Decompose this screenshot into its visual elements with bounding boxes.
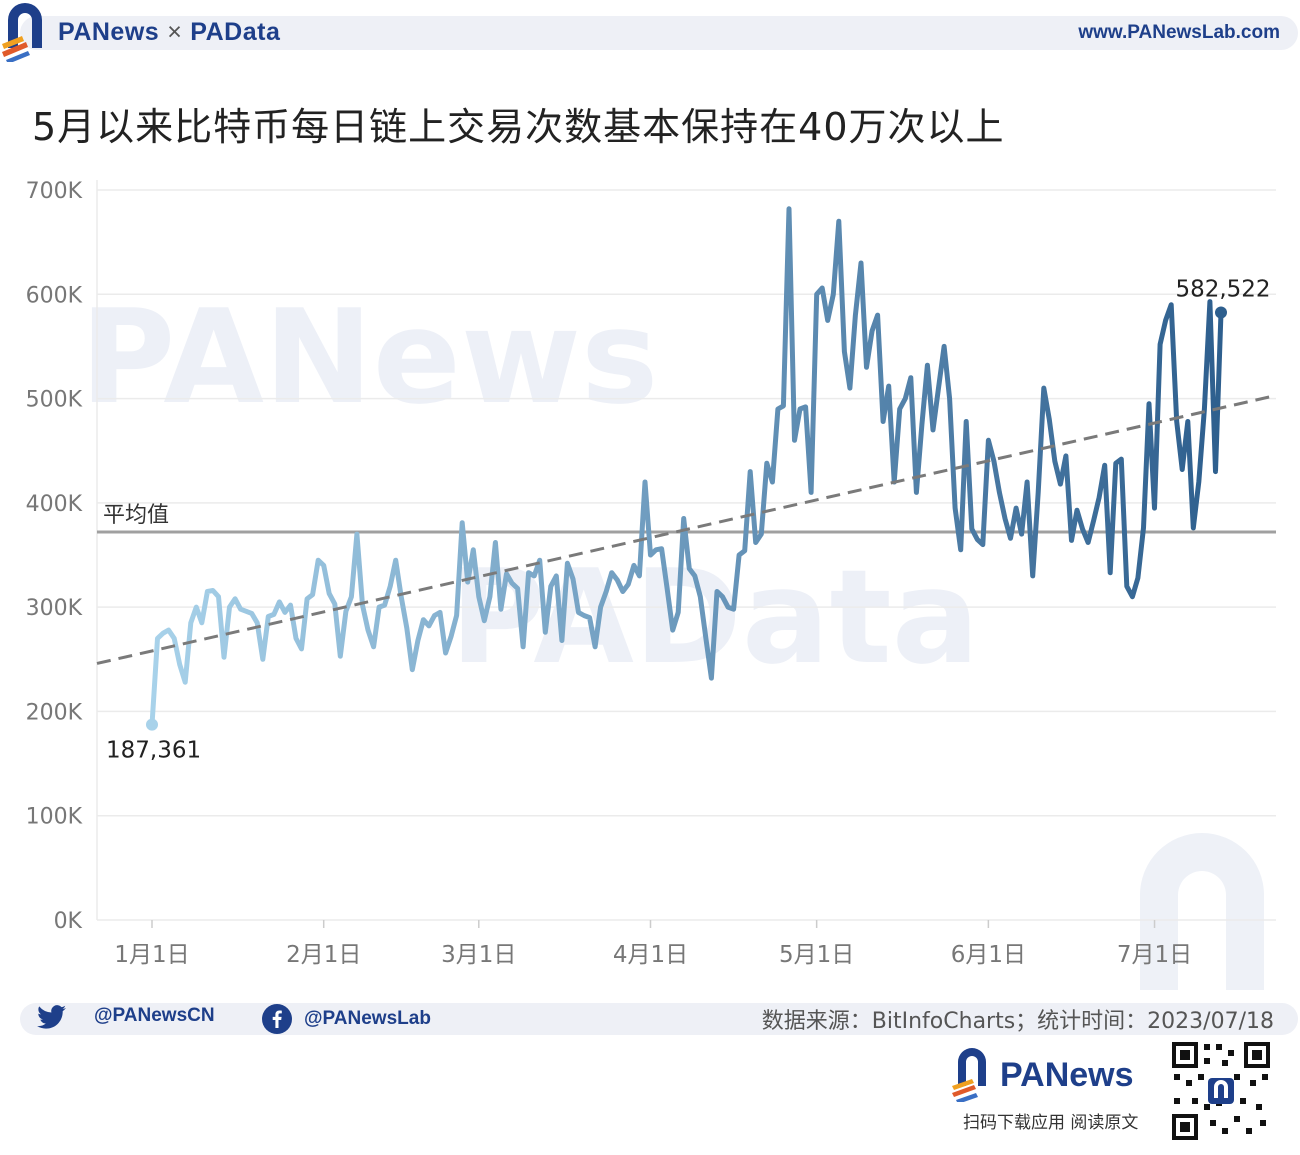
facebook-handle[interactable]: @PANewsLab (304, 1008, 431, 1029)
qr-code-icon[interactable] (1170, 1040, 1272, 1142)
start-point (146, 718, 158, 731)
y-tick-label: 400K (26, 492, 83, 517)
header-band (20, 16, 1298, 50)
average-label: 平均值 (103, 503, 169, 528)
brand-separator: × (167, 18, 183, 46)
end-value-label: 582,522 (1175, 277, 1270, 303)
y-tick-label: 600K (26, 283, 83, 308)
brand-padata: PAData (190, 18, 281, 46)
watermark-logo-icon (1140, 833, 1264, 990)
twitter-icon[interactable] (36, 1004, 68, 1032)
y-tick-label: 300K (26, 596, 83, 621)
header-bar: PANews × PAData www.PANewsLab.com (0, 0, 1300, 62)
line-chart: PANews PAData 0K100K200K300K400K500K600K… (26, 179, 1277, 990)
facebook-icon[interactable] (262, 1004, 292, 1034)
chart-title: 5月以来比特币每日链上交易次数基本保持在40万次以上 (32, 105, 1005, 149)
header-brand: PANews × PAData (58, 18, 280, 47)
footer-band (20, 1003, 1298, 1035)
website-link[interactable]: www.PANewsLab.com (1078, 22, 1280, 43)
start-value-label: 187,361 (106, 738, 201, 764)
y-tick-label: 0K (54, 909, 83, 934)
x-tick-label: 4月1日 (613, 942, 688, 968)
download-caption: 扫码下载应用 阅读原文 (963, 1113, 1139, 1133)
trend-line (96, 393, 1277, 665)
y-tick-label: 100K (26, 805, 83, 830)
y-axis: 0K 100K 200K 300K 400K 500K 600K 700K (26, 179, 83, 934)
bottom-brand: PANews (1000, 1056, 1134, 1094)
watermark-panews: PANews (80, 281, 658, 433)
panews-app-logo-icon (952, 1048, 986, 1102)
x-tick-label: 7月1日 (1117, 942, 1192, 968)
x-axis: 1月1日 2月1日 3月1日 4月1日 5月1日 6月1日 7月1日 (114, 920, 1192, 968)
x-tick-label: 2月1日 (286, 942, 361, 968)
y-tick-label: 700K (26, 179, 83, 204)
x-tick-label: 3月1日 (441, 942, 516, 968)
panews-logo-icon (2, 3, 42, 62)
gridlines (96, 180, 1276, 921)
twitter-handle[interactable]: @PANewsCN (94, 1005, 215, 1026)
data-source: 数据来源：BitInfoCharts；统计时间：2023/07/18 (761, 1009, 1274, 1034)
data-points (146, 306, 1227, 731)
y-tick-label: 500K (26, 388, 83, 413)
x-tick-label: 6月1日 (951, 942, 1026, 968)
series-line (149, 206, 1224, 728)
brand-panews: PANews (58, 18, 160, 46)
x-tick-label: 5月1日 (779, 942, 854, 968)
x-tick-label: 1月1日 (114, 942, 189, 968)
end-point (1215, 306, 1227, 319)
y-tick-label: 200K (26, 700, 83, 725)
